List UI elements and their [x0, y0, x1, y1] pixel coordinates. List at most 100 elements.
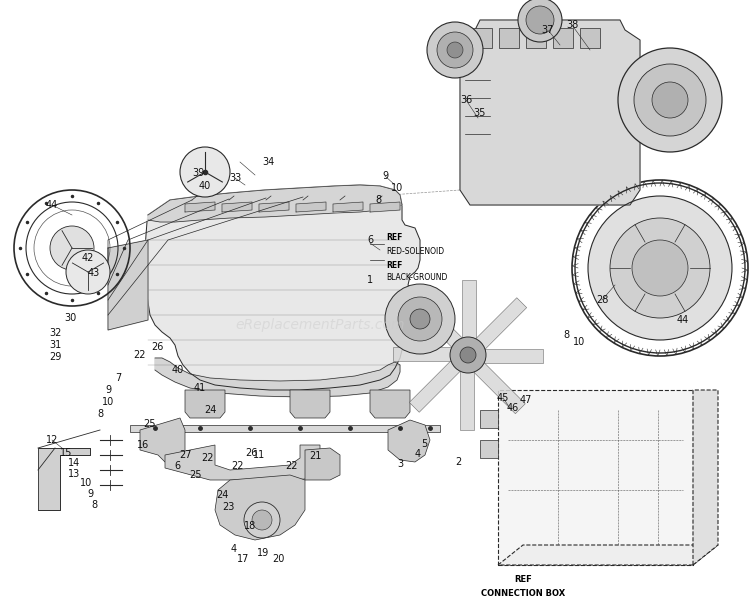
- Circle shape: [450, 337, 486, 373]
- Polygon shape: [165, 445, 320, 480]
- Circle shape: [634, 64, 706, 136]
- Polygon shape: [693, 390, 718, 565]
- Text: REF: REF: [514, 575, 532, 585]
- Bar: [480, 410, 498, 428]
- Text: 20: 20: [272, 554, 284, 564]
- Circle shape: [252, 510, 272, 530]
- Polygon shape: [222, 202, 252, 212]
- Polygon shape: [259, 202, 289, 212]
- Polygon shape: [460, 20, 640, 205]
- Text: 40: 40: [172, 365, 184, 375]
- Text: 43: 43: [88, 268, 100, 278]
- Circle shape: [180, 147, 230, 197]
- Polygon shape: [108, 240, 148, 330]
- Text: 24: 24: [216, 490, 228, 500]
- Text: 9: 9: [105, 385, 111, 395]
- Text: REF: REF: [386, 260, 402, 270]
- Bar: [480, 440, 498, 458]
- Text: 24: 24: [204, 405, 216, 415]
- Text: 3: 3: [397, 459, 403, 469]
- Polygon shape: [140, 418, 185, 462]
- Text: 29: 29: [49, 352, 62, 362]
- Text: 47: 47: [520, 395, 532, 405]
- Text: 25: 25: [144, 419, 156, 429]
- Text: 19: 19: [256, 548, 269, 558]
- Text: 8: 8: [91, 500, 97, 510]
- Text: 6: 6: [174, 461, 180, 471]
- Bar: [553, 28, 573, 48]
- Text: 30: 30: [64, 313, 76, 323]
- Text: 45: 45: [496, 393, 509, 403]
- Text: 17: 17: [237, 554, 249, 564]
- Text: 21: 21: [309, 451, 321, 461]
- Polygon shape: [498, 545, 718, 565]
- Text: 4: 4: [231, 544, 237, 554]
- Polygon shape: [370, 390, 410, 418]
- Bar: [498, 390, 693, 565]
- Text: 8: 8: [375, 195, 381, 205]
- Polygon shape: [393, 347, 468, 361]
- Text: 18: 18: [244, 521, 256, 531]
- Text: 8: 8: [563, 330, 569, 340]
- Polygon shape: [388, 420, 430, 462]
- Text: 44: 44: [46, 200, 58, 210]
- Text: 8: 8: [97, 409, 103, 419]
- Polygon shape: [145, 185, 420, 390]
- Text: 7: 7: [115, 373, 122, 383]
- Text: 36: 36: [460, 95, 472, 105]
- Text: 10: 10: [391, 183, 404, 193]
- Polygon shape: [464, 298, 526, 360]
- Circle shape: [518, 0, 562, 42]
- Text: 35: 35: [474, 108, 486, 118]
- Circle shape: [410, 309, 430, 329]
- Circle shape: [618, 48, 722, 152]
- Text: 5: 5: [421, 439, 428, 449]
- Text: 40: 40: [199, 181, 211, 191]
- Text: 26: 26: [151, 342, 164, 352]
- Text: 41: 41: [194, 383, 206, 393]
- Text: 2: 2: [454, 457, 461, 467]
- Polygon shape: [460, 355, 474, 430]
- Text: 9: 9: [382, 171, 388, 181]
- Text: 33: 33: [229, 173, 242, 183]
- Text: 4: 4: [415, 449, 421, 459]
- Polygon shape: [462, 351, 525, 414]
- Circle shape: [427, 22, 483, 78]
- Bar: [526, 28, 546, 48]
- Bar: [580, 28, 600, 48]
- Circle shape: [652, 82, 688, 118]
- Polygon shape: [130, 425, 440, 432]
- Text: 1: 1: [367, 275, 373, 285]
- Polygon shape: [333, 202, 363, 212]
- Text: 34: 34: [262, 157, 274, 167]
- Text: 23: 23: [222, 502, 234, 512]
- Text: 38: 38: [566, 20, 578, 30]
- Polygon shape: [155, 358, 400, 397]
- Text: 39: 39: [192, 168, 204, 178]
- Polygon shape: [38, 448, 90, 510]
- Text: 28: 28: [596, 295, 608, 305]
- Text: 44: 44: [676, 315, 689, 325]
- Text: 16: 16: [136, 440, 149, 450]
- Polygon shape: [215, 475, 305, 540]
- Text: eReplacementParts.com: eReplacementParts.com: [236, 318, 405, 332]
- Text: 10: 10: [102, 397, 114, 407]
- Circle shape: [437, 32, 473, 68]
- Text: 6: 6: [367, 235, 373, 245]
- Text: CONNECTION BOX: CONNECTION BOX: [481, 589, 566, 599]
- Text: 11: 11: [253, 450, 266, 460]
- Text: 22: 22: [134, 350, 146, 360]
- Circle shape: [447, 42, 463, 58]
- Circle shape: [385, 284, 455, 354]
- Circle shape: [632, 240, 688, 296]
- Polygon shape: [296, 202, 326, 212]
- Text: 12: 12: [46, 435, 58, 445]
- Text: 13: 13: [68, 469, 80, 479]
- Text: 37: 37: [542, 25, 554, 35]
- Circle shape: [398, 297, 442, 341]
- Text: BLACK-GROUND: BLACK-GROUND: [386, 273, 447, 282]
- Text: 9: 9: [87, 489, 93, 499]
- Bar: [499, 28, 519, 48]
- Polygon shape: [462, 280, 476, 355]
- Text: 26: 26: [244, 448, 257, 458]
